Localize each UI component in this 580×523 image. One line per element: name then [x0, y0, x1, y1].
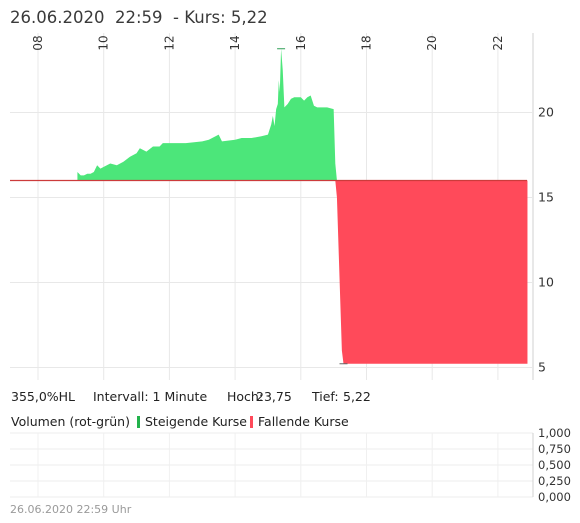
falling-area	[77, 180, 528, 364]
x-tick-label: 08	[31, 35, 45, 50]
volume-tick-label: 1,000	[538, 426, 571, 440]
volume-grid	[10, 432, 534, 498]
x-tick-label: 14	[228, 35, 242, 50]
volume-tick-label: 0,000	[538, 490, 571, 504]
low-label: Tief:	[312, 389, 339, 404]
price-chart[interactable]: 08 10 12 14 16 18 20 22 5 10 15 20	[0, 0, 580, 380]
volume-label: Volumen (rot-grün)	[11, 414, 130, 429]
y-tick-label: 5	[538, 360, 546, 375]
x-tick-label: 16	[294, 35, 308, 50]
legend-falling: Fallende Kurse	[250, 414, 349, 429]
price-axis-ticks: 08 10 12 14 16 18 20 22 5 10 15 20	[31, 35, 554, 374]
legend-rising-label: Steigende Kurse	[145, 414, 247, 429]
y-tick-label: 20	[538, 105, 554, 120]
high-value: 23,75	[256, 389, 292, 404]
x-tick-label: 12	[162, 35, 176, 50]
x-tick-label: 20	[425, 35, 439, 50]
footer-timestamp: 26.06.2020 22:59 Uhr	[10, 503, 132, 516]
legend-rising: Steigende Kurse	[137, 414, 247, 429]
interval-value: Intervall: 1 Minute	[93, 389, 208, 404]
high-label: Hoch:	[227, 389, 264, 404]
price-area	[10, 48, 528, 365]
low-value: 5,22	[343, 389, 371, 404]
volume-chart[interactable]: 1,000 0,750 0,500 0,250 0,000	[0, 425, 580, 505]
volume-tick-label: 0,500	[538, 458, 571, 472]
volume-axis-ticks: 1,000 0,750 0,500 0,250 0,000	[538, 426, 571, 504]
range-value: 355,0%HL	[11, 389, 76, 404]
x-tick-label: 10	[97, 35, 111, 50]
volume-tick-label: 0,250	[538, 474, 571, 488]
legend-falling-label: Fallende Kurse	[258, 414, 349, 429]
info-bar: 355,0%HL Intervall: 1 Minute Hoch: 23,75…	[0, 389, 580, 405]
title-time: 22:59	[114, 8, 163, 27]
falling-swatch-icon	[250, 416, 253, 428]
x-tick-label: 18	[360, 35, 374, 50]
x-tick-label: 22	[491, 35, 505, 50]
title-price: - Kurs: 5,22	[173, 8, 268, 27]
rising-swatch-icon	[137, 416, 140, 428]
title-date: 26.06.2020	[10, 8, 105, 27]
volume-tick-label: 0,750	[538, 442, 571, 456]
volume-legend: Volumen (rot-grün) Steigende Kurse Falle…	[0, 414, 580, 430]
y-tick-label: 15	[538, 190, 554, 205]
chart-title: 26.06.2020 22:59 - Kurs: 5,22	[10, 8, 268, 27]
y-tick-label: 10	[538, 275, 554, 290]
rising-area	[77, 48, 528, 181]
